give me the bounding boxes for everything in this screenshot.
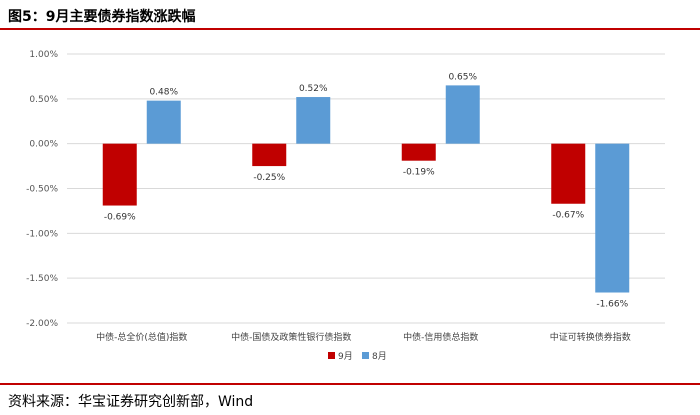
legend-swatch — [362, 352, 369, 359]
y-tick-label: -2.00% — [26, 319, 58, 329]
source-note: 资料来源：华宝证券研究创新部，Wind — [8, 394, 254, 410]
y-tick-label: -1.00% — [26, 229, 58, 239]
y-tick-label: -0.50% — [26, 185, 58, 195]
top-rule — [0, 28, 700, 30]
category-label: 中债-国债及政策性银行债指数 — [231, 331, 351, 343]
bar-chart: 1.00% 0.50% 0.00% -0.50% -1.00% -1.50% -2.00% -… — [26, 50, 665, 362]
bar-sep — [401, 143, 436, 161]
data-label: -0.25% — [253, 173, 285, 183]
y-tick-label: 0.50% — [29, 95, 58, 105]
data-label: -1.66% — [596, 300, 628, 310]
bar-aug — [296, 97, 331, 144]
figure-title: 图5：9月主要债券指数涨跌幅 — [8, 9, 196, 25]
bar-sep — [252, 143, 287, 167]
legend-swatch — [328, 352, 335, 359]
bar-aug — [146, 100, 181, 144]
data-label: -0.67% — [552, 211, 584, 221]
y-tick-label: 1.00% — [29, 50, 58, 60]
data-label: 0.48% — [149, 88, 178, 98]
y-tick-label: -1.50% — [26, 274, 58, 284]
legend-label: 8月 — [372, 351, 387, 362]
data-label: 0.65% — [448, 72, 477, 82]
bar-sep — [102, 143, 137, 206]
category-label: 中债-总全价(总值)指数 — [96, 331, 187, 343]
category-label: 中债-信用债总指数 — [403, 331, 478, 343]
bar-aug — [595, 143, 630, 293]
y-tick-label: 0.00% — [29, 140, 58, 150]
bar-aug — [445, 85, 480, 144]
legend-label: 9月 — [338, 351, 353, 362]
data-label: -0.19% — [403, 168, 435, 178]
category-label: 中证可转换债券指数 — [550, 331, 631, 343]
data-label: 0.52% — [299, 84, 328, 94]
data-label: -0.69% — [104, 213, 136, 223]
bottom-rule — [0, 383, 700, 385]
bar-sep — [551, 143, 586, 204]
